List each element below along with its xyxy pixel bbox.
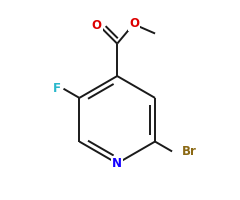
Text: O: O bbox=[129, 17, 139, 30]
Text: Br: Br bbox=[182, 145, 197, 158]
Text: O: O bbox=[92, 19, 102, 32]
Text: N: N bbox=[112, 157, 122, 170]
Text: F: F bbox=[53, 82, 61, 95]
